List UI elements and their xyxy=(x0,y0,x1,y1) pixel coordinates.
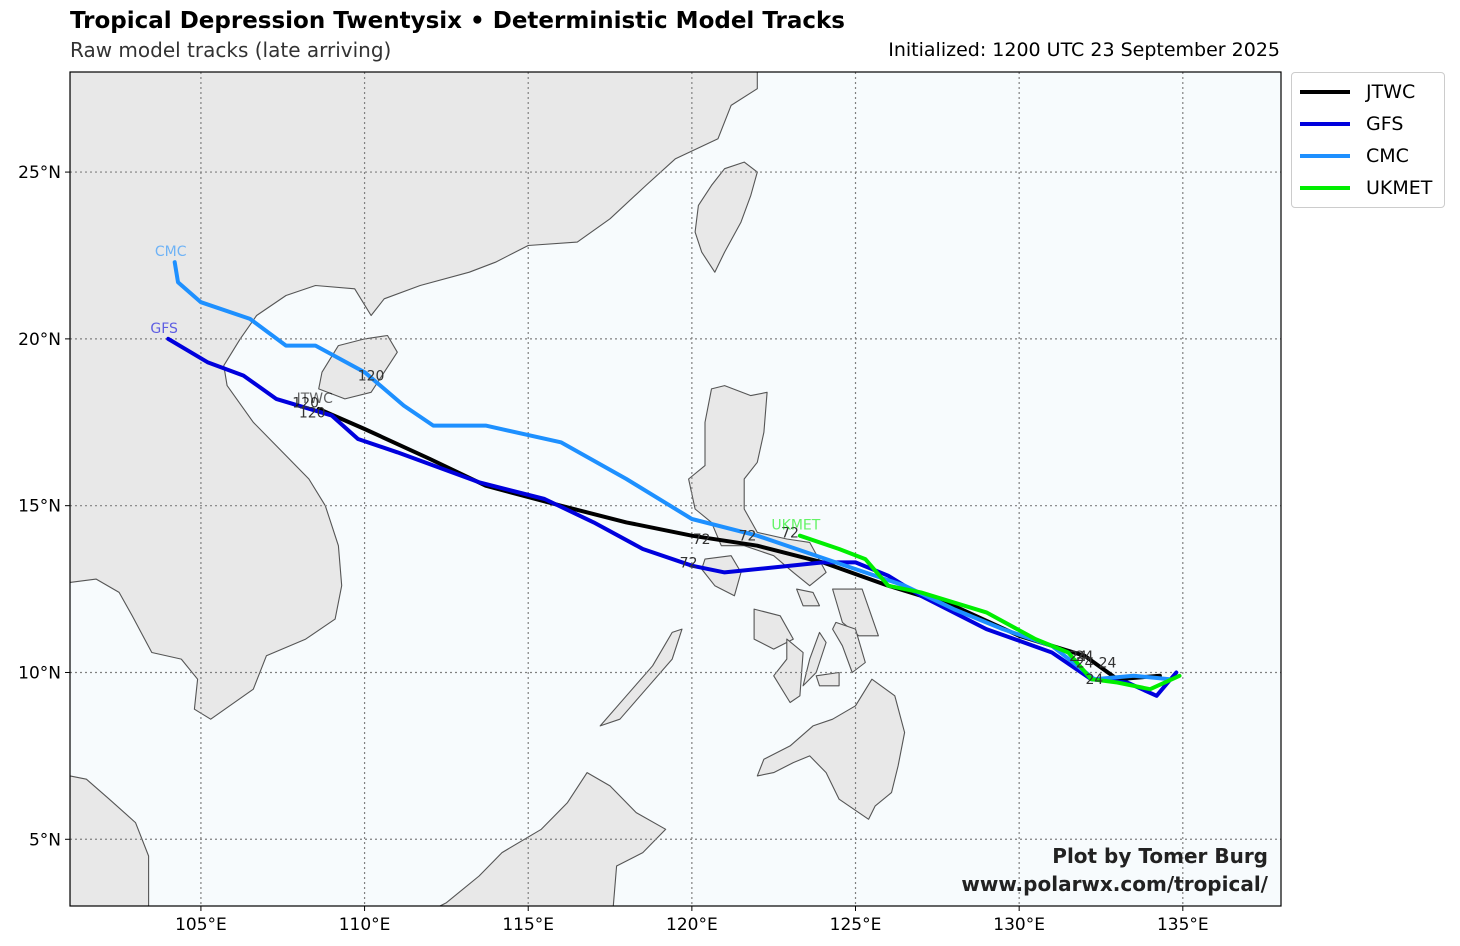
lon-tick-label: 130°E xyxy=(993,915,1045,935)
legend-swatch xyxy=(1300,122,1350,126)
legend-swatch xyxy=(1300,154,1350,158)
land-negros xyxy=(773,638,804,704)
forecast-hour-label: 120 xyxy=(299,405,326,421)
track-end-label-ukmet: UKMET xyxy=(771,518,820,534)
forecast-hour-label: 72 xyxy=(693,532,711,548)
map-frame xyxy=(69,71,1282,907)
forecast-hour-label: 24 xyxy=(1099,655,1117,671)
land-luzon xyxy=(688,385,827,587)
track-labels: 2472120JTWC2472120GFS2472120CMC242472UKM… xyxy=(150,244,1116,688)
track-end-label-cmc: CMC xyxy=(155,244,187,260)
lat-tick-label: 15°N xyxy=(18,497,61,517)
forecast-hour-label: 72 xyxy=(739,529,757,545)
lon-tick-label: 125°E xyxy=(830,915,882,935)
legend-label: CMC xyxy=(1366,145,1409,167)
legend-item-cmc: CMC xyxy=(1300,144,1440,168)
forecast-hour-label: 72 xyxy=(781,525,799,541)
forecast-hour-label: 120 xyxy=(358,369,385,385)
track-gfs xyxy=(166,336,1179,698)
lon-tick-label: 115°E xyxy=(502,915,554,935)
gridlines xyxy=(70,72,1281,906)
land-borneo xyxy=(321,772,667,906)
legend-item-gfs: GFS xyxy=(1300,112,1440,136)
map-subtitle: Raw model tracks (late arriving) xyxy=(70,38,392,62)
land-layer xyxy=(70,72,906,906)
track-end-label-gfs: GFS xyxy=(150,321,178,337)
model-tracks xyxy=(166,260,1182,698)
lat-tick-label: 25°N xyxy=(18,163,61,183)
land-mindanao xyxy=(756,678,906,820)
lon-tick-label: 135°E xyxy=(1157,915,1209,935)
legend-label: UKMET xyxy=(1366,177,1433,199)
track-ukmet xyxy=(797,533,1182,692)
legend-label: GFS xyxy=(1366,113,1404,135)
legend: JTWC GFS CMC UKMET xyxy=(1291,72,1445,208)
legend-swatch xyxy=(1300,90,1350,94)
map-title: Tropical Depression Twentysix • Determin… xyxy=(70,8,845,34)
track-cmc xyxy=(172,260,1172,682)
credit-author: Plot by Tomer Burg xyxy=(1052,844,1268,868)
land-panay xyxy=(753,608,794,650)
lon-tick-label: 110°E xyxy=(339,915,391,935)
land-leyte xyxy=(832,621,866,674)
lon-tick-label: 105°E xyxy=(175,915,227,935)
forecast-hour-label: 24 xyxy=(1076,649,1094,665)
land-palawan xyxy=(599,628,683,727)
initialized-time: Initialized: 1200 UTC 23 September 2025 xyxy=(888,39,1280,61)
legend-item-ukmet: UKMET xyxy=(1300,176,1440,200)
land-taiwan xyxy=(694,161,758,273)
legend-swatch xyxy=(1300,186,1350,190)
lat-tick-label: 5°N xyxy=(29,830,61,850)
forecast-hour-label: 24 xyxy=(1069,649,1087,665)
lat-tick-label: 20°N xyxy=(18,330,61,350)
land-malay-peninsula xyxy=(70,775,150,906)
land-bohol xyxy=(815,671,840,687)
credit-url: www.polarwx.com/tropical/ xyxy=(961,872,1268,896)
lon-tick-label: 120°E xyxy=(666,915,718,935)
legend-item-jtwc: JTWC xyxy=(1300,80,1440,104)
track-end-label-jtwc: JTWC xyxy=(296,391,334,407)
forecast-hour-label: 24 xyxy=(1086,672,1104,688)
land-masbate xyxy=(796,588,821,607)
land-cebu xyxy=(802,631,827,687)
forecast-hour-label: 24 xyxy=(1076,655,1094,671)
land-asia-mainland xyxy=(70,72,758,720)
forecast-hour-label: 120 xyxy=(292,395,319,411)
lat-tick-label: 10°N xyxy=(18,663,61,683)
legend-label: JTWC xyxy=(1366,81,1416,103)
forecast-hour-label: 72 xyxy=(680,555,698,571)
axis-labels: 105°E 110°E 115°E 120°E 125°E 130°E 135°E 5°N 10… xyxy=(18,163,1209,935)
